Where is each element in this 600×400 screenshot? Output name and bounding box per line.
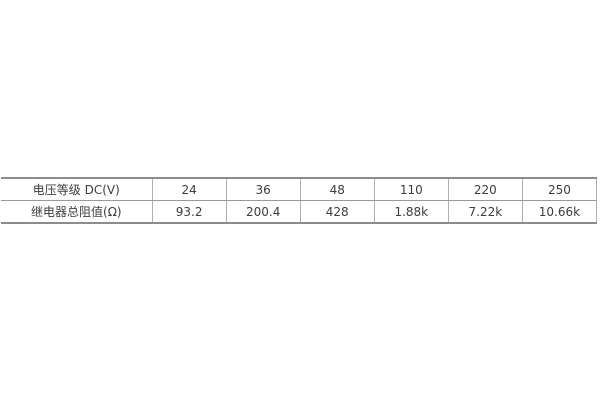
voltage-value-cell: 250 [522,178,598,201]
voltage-value-cell: 220 [448,178,523,201]
resistance-value-cell: 7.22k [448,200,523,223]
voltage-value-cell: 36 [226,178,301,201]
relay-spec-table: 电压等级 DC(V) 24 36 48 110 220 250 继电器总阻值(Ω… [1,177,598,224]
resistance-value-cell: 93.2 [152,200,227,223]
resistance-row-label: 继电器总阻值(Ω) [1,200,153,223]
resistance-value-cell: 200.4 [226,200,301,223]
voltage-value-cell: 48 [300,178,375,201]
voltage-value-cell: 110 [374,178,449,201]
resistance-value-cell: 10.66k [522,200,598,223]
voltage-value-cell: 24 [152,178,227,201]
resistance-value-cell: 428 [300,200,375,223]
table-row-voltage: 电压等级 DC(V) 24 36 48 110 220 250 [1,178,598,201]
table-row-resistance: 继电器总阻值(Ω) 93.2 200.4 428 1.88k 7.22k 10.… [1,200,598,223]
voltage-row-label: 电压等级 DC(V) [1,178,153,201]
resistance-value-cell: 1.88k [374,200,449,223]
